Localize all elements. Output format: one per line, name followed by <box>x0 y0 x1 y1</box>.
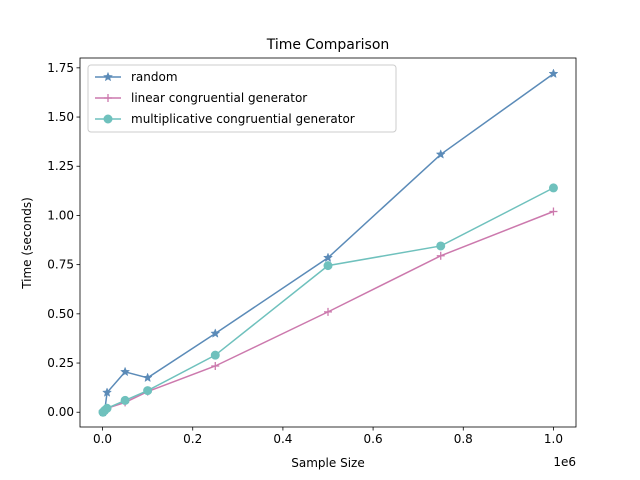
data-point-random-7 <box>435 149 446 159</box>
x-tick-label: 0.6 <box>364 432 383 446</box>
y-tick-label: 1.00 <box>47 208 74 222</box>
y-tick-label: 1.50 <box>47 110 74 124</box>
data-point-multiplicative-congruential-generator-3 <box>120 395 130 405</box>
data-point-random-3 <box>120 366 131 377</box>
data-point-multiplicative-congruential-generator-8 <box>548 183 558 193</box>
x-axis-offset-label: 1e6 <box>553 455 576 469</box>
x-tick-label: 0.8 <box>454 432 473 446</box>
y-axis-label: Time (seconds) <box>20 197 34 290</box>
y-tick-label: 1.25 <box>47 159 74 173</box>
data-point-linear-congruential-generator-8 <box>549 207 558 216</box>
data-point-random-4 <box>142 372 153 383</box>
legend: random linear congruential generator multi… <box>87 64 397 133</box>
data-point-linear-congruential-generator-6 <box>324 307 332 316</box>
x-tick-label: 0.4 <box>273 432 292 446</box>
y-tick-label: 0.00 <box>47 405 74 419</box>
data-point-multiplicative-congruential-generator-5 <box>210 350 220 360</box>
data-point-multiplicative-congruential-generator-7 <box>436 241 446 251</box>
legend-marker-linear-congruential-generator <box>104 94 112 102</box>
legend-box <box>87 64 397 133</box>
legend-label-linear-congruential-generator: linear congruential generator <box>131 91 307 105</box>
x-tick-label: 1.0 <box>544 432 563 446</box>
y-tick-label: 0.50 <box>47 307 74 321</box>
series-layer <box>97 68 559 417</box>
axes-frame <box>79 57 577 428</box>
legend-label-random: random <box>131 70 178 84</box>
y-tick-label: 1.75 <box>47 61 74 75</box>
plot-area: 0.0 0.2 0.4 0.6 0.8 1.0 0.00 0.25 0.50 0.75 1.00 1.… <box>47 57 577 446</box>
data-point-linear-congruential-generator-5 <box>211 361 220 370</box>
x-tick-label: 0.0 <box>93 432 112 446</box>
legend-marker-multiplicative-congruential-generator <box>103 114 113 124</box>
data-point-random-2 <box>102 387 113 397</box>
data-point-linear-congruential-generator-7 <box>436 251 445 260</box>
legend-label-multiplicative-congruential-generator: multiplicative congruential generator <box>131 112 355 126</box>
data-point-multiplicative-congruential-generator-4 <box>143 386 153 396</box>
data-point-random-6 <box>322 252 334 263</box>
data-point-multiplicative-congruential-generator-6 <box>323 261 333 271</box>
data-point-random-5 <box>210 328 221 338</box>
y-tick-label: 0.25 <box>47 356 74 370</box>
chart-title: Time Comparison <box>266 37 390 53</box>
data-point-random-8 <box>548 68 559 79</box>
legend-marker-random <box>102 71 114 82</box>
y-tick-label: 0.75 <box>47 258 74 272</box>
series-multiplicative-congruential-generator <box>98 183 558 417</box>
data-point-multiplicative-congruential-generator-2 <box>102 403 112 413</box>
x-tick-label: 0.2 <box>183 432 202 446</box>
x-axis-label: Sample Size <box>291 456 364 470</box>
